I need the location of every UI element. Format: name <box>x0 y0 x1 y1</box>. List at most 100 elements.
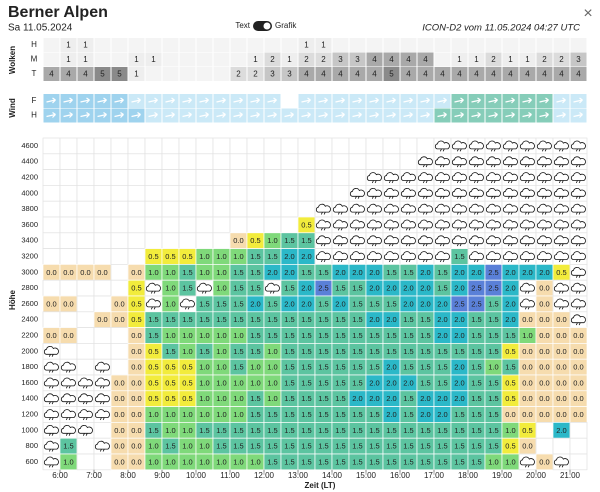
wind-arrow <box>216 112 226 118</box>
grid-cell <box>76 216 95 234</box>
cell-value: 0.0 <box>539 410 549 419</box>
cell-value: 1.0 <box>182 426 192 435</box>
cloud-value: 5 <box>100 70 105 79</box>
cell-value: 1.0 <box>199 331 209 340</box>
cell-value: 0.0 <box>522 315 532 324</box>
cell-value: 2.0 <box>369 268 379 277</box>
wind-arrow <box>505 112 515 118</box>
cloud-value: 4 <box>304 70 309 79</box>
cloud-icon <box>366 251 382 263</box>
toggle-knob[interactable] <box>263 22 271 30</box>
cloud-icon <box>519 203 535 215</box>
close-button[interactable]: × <box>583 5 592 22</box>
x-tick-label: 7:00 <box>86 471 102 480</box>
cloud-icon <box>366 188 382 199</box>
cell-value: 1.0 <box>165 457 175 466</box>
cloud-cell <box>332 38 349 52</box>
cell-value: 1.5 <box>437 284 447 293</box>
cell-value: 1.5 <box>403 394 413 403</box>
cloud-icon <box>536 188 552 199</box>
wind-arrow <box>522 112 532 118</box>
cloud-icon <box>315 235 331 247</box>
grid-cell <box>110 248 129 265</box>
cloud-icon <box>536 235 552 247</box>
grid-cell <box>212 216 231 234</box>
wind-arrow <box>471 97 481 104</box>
cell-value: 1.5 <box>250 426 260 435</box>
cell-value: 1.5 <box>403 426 413 435</box>
wind-arrow <box>403 112 413 118</box>
cloud-cell <box>247 67 264 81</box>
cell-value: 0.5 <box>250 236 260 245</box>
grid-cell <box>195 137 214 155</box>
wind-arrow <box>216 97 226 104</box>
cloud-icon <box>77 425 93 436</box>
cloud-icon <box>77 409 93 421</box>
cell-value: 2.0 <box>420 299 430 308</box>
cloud-cell <box>417 52 434 67</box>
cell-value: 0.5 <box>182 394 192 403</box>
cloud-cell <box>417 38 434 52</box>
cell-value: 1.5 <box>250 284 260 293</box>
cloud-icon <box>349 203 365 215</box>
grid-cell <box>144 169 163 186</box>
cell-value: 1.5 <box>369 331 379 340</box>
grid-cell <box>76 279 95 297</box>
cell-value: 0.0 <box>131 378 141 387</box>
cloud-icon <box>94 361 110 373</box>
height-label: 600 <box>25 457 38 466</box>
wind-arrow <box>454 112 464 118</box>
cell-value: 1.0 <box>148 457 158 466</box>
cloud-icon <box>519 140 535 152</box>
cloud-icon <box>332 219 348 231</box>
cloud-icon <box>315 251 331 263</box>
cell-value: 2.0 <box>369 315 379 324</box>
cloud-value: 5 <box>117 70 122 79</box>
cell-value: 1.5 <box>386 442 396 451</box>
cell-value: 1.5 <box>369 363 379 372</box>
grid-cell <box>42 200 61 218</box>
grid-cell <box>161 169 180 186</box>
cloud-cell <box>434 52 451 67</box>
wind-arrow <box>114 97 124 104</box>
cell-value: 1.5 <box>471 378 481 387</box>
toggle[interactable] <box>253 21 272 31</box>
cloud-icon <box>485 172 501 184</box>
cell-value: 1.5 <box>369 410 379 419</box>
cloud-cell <box>145 52 162 67</box>
cell-value: 1.5 <box>335 315 345 324</box>
cloud-icon <box>553 298 569 310</box>
cell-value: 1.0 <box>216 284 226 293</box>
cloud-icon <box>434 188 450 199</box>
grid-cell <box>331 137 350 155</box>
cloud-cell <box>94 67 111 81</box>
cloud-icon <box>434 235 450 247</box>
cloud-cell <box>281 67 298 81</box>
grid-cell <box>59 169 78 186</box>
cloud-cell <box>128 67 145 81</box>
cloud-value: 1 <box>287 55 292 64</box>
cell-value: 2.0 <box>420 394 430 403</box>
cloud-value: 3 <box>270 70 275 79</box>
cell-value: 0.0 <box>63 299 73 308</box>
grid-cell <box>42 248 61 265</box>
cloud-icon <box>383 203 399 215</box>
cloud-value: 1 <box>151 55 156 64</box>
grid-cell <box>195 232 214 249</box>
cell-value: 1.5 <box>250 268 260 277</box>
x-tick-label: 15:00 <box>356 471 377 480</box>
cloud-icon <box>536 140 552 152</box>
cloud-cell <box>196 67 213 81</box>
wind-arrow <box>369 97 379 104</box>
cell-value: 1.5 <box>352 442 362 451</box>
cell-value: 2.0 <box>505 315 515 324</box>
cell-value: 2.0 <box>250 299 260 308</box>
cell-value: 0.5 <box>165 363 175 372</box>
wind-arrow <box>301 97 311 104</box>
wind-arrow <box>46 97 56 104</box>
cloud-cell <box>298 67 315 81</box>
cell-value: 1.5 <box>471 394 481 403</box>
cell-value: 0.0 <box>539 331 549 340</box>
cell-value: 1.5 <box>301 347 311 356</box>
cell-value: 1.5 <box>284 363 294 372</box>
